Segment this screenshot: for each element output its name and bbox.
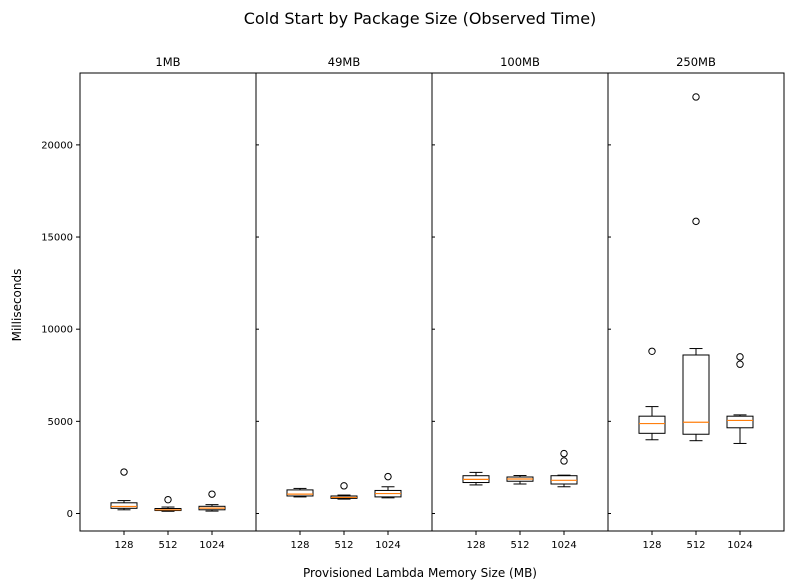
x-tick-label: 1024 — [727, 540, 752, 551]
panel-1mb: 1MB 0 5000 10000 15000 20000 128 512 1024 — [41, 55, 257, 551]
panel-title: 100MB — [500, 55, 540, 69]
box-1024: 1024 — [726, 353, 754, 551]
x-tick-label: 512 — [510, 540, 529, 551]
outlier-point — [648, 347, 656, 356]
box-1024: 1024 — [374, 472, 402, 551]
panel-frame — [607, 72, 785, 532]
panel-frame — [255, 72, 433, 532]
x-tick-label: 128 — [114, 540, 133, 551]
x-tick-label: 128 — [290, 540, 309, 551]
box-128: 128 — [286, 487, 314, 551]
outlier-point — [120, 468, 128, 476]
box-128: 128 — [638, 347, 666, 551]
panel-frame — [431, 72, 609, 532]
y-tick-label: 15000 — [41, 233, 73, 244]
chart-title: Cold Start by Package Size (Observed Tim… — [244, 9, 597, 28]
outlier-point — [692, 93, 700, 101]
box-512: 512 — [506, 475, 534, 551]
panel-49mb: 49MB 128 512 1024 — [255, 55, 433, 551]
x-tick-label: 128 — [466, 540, 485, 551]
x-tick-label: 1024 — [551, 540, 576, 551]
box-1024: 1024 — [198, 490, 226, 551]
iqr-box — [110, 502, 138, 509]
x-tick-label: 1024 — [199, 540, 224, 551]
panel-250mb: 250MB 128 512 1024 — [607, 55, 785, 551]
iqr-box — [638, 415, 666, 434]
y-tick-label: 0 — [67, 509, 73, 520]
x-tick-label: 128 — [642, 540, 661, 551]
outlier-point — [692, 217, 700, 226]
panel-100mb: 100MB 128 512 1024 — [431, 55, 609, 551]
panel-title: 250MB — [676, 55, 716, 69]
box-128: 128 — [462, 471, 490, 551]
x-tick-label: 512 — [158, 540, 177, 551]
box-512: 512 — [154, 495, 182, 551]
panel-frame — [79, 72, 257, 532]
y-tick-label: 5000 — [48, 417, 73, 428]
outlier-point — [164, 495, 172, 504]
outlier-point — [736, 360, 744, 368]
outlier-point — [736, 353, 744, 361]
box-512: 512 — [682, 93, 710, 551]
outlier-point — [384, 472, 392, 481]
x-axis-label: Provisioned Lambda Memory Size (MB) — [303, 566, 537, 580]
x-tick-label: 512 — [686, 540, 705, 551]
outlier-point — [560, 449, 568, 458]
x-tick-label: 1024 — [375, 540, 400, 551]
y-axis-label: Milliseconds — [10, 269, 24, 342]
box-1024: 1024 — [550, 449, 578, 551]
panel-title: 1MB — [155, 55, 180, 69]
y-tick-label: 10000 — [41, 325, 73, 336]
outlier-point — [208, 490, 216, 498]
outlier-point — [560, 457, 568, 465]
panels-layer: 1MB 0 5000 10000 15000 20000 128 512 1024 49MB 128… — [41, 55, 785, 551]
iqr-box — [726, 415, 754, 429]
panel-title: 49MB — [328, 55, 361, 69]
x-tick-label: 512 — [334, 540, 353, 551]
iqr-box — [286, 489, 314, 497]
box-512: 512 — [330, 482, 358, 551]
box-128: 128 — [110, 468, 138, 551]
y-tick-label: 20000 — [41, 140, 73, 151]
outlier-point — [340, 482, 348, 490]
iqr-box — [682, 354, 710, 435]
